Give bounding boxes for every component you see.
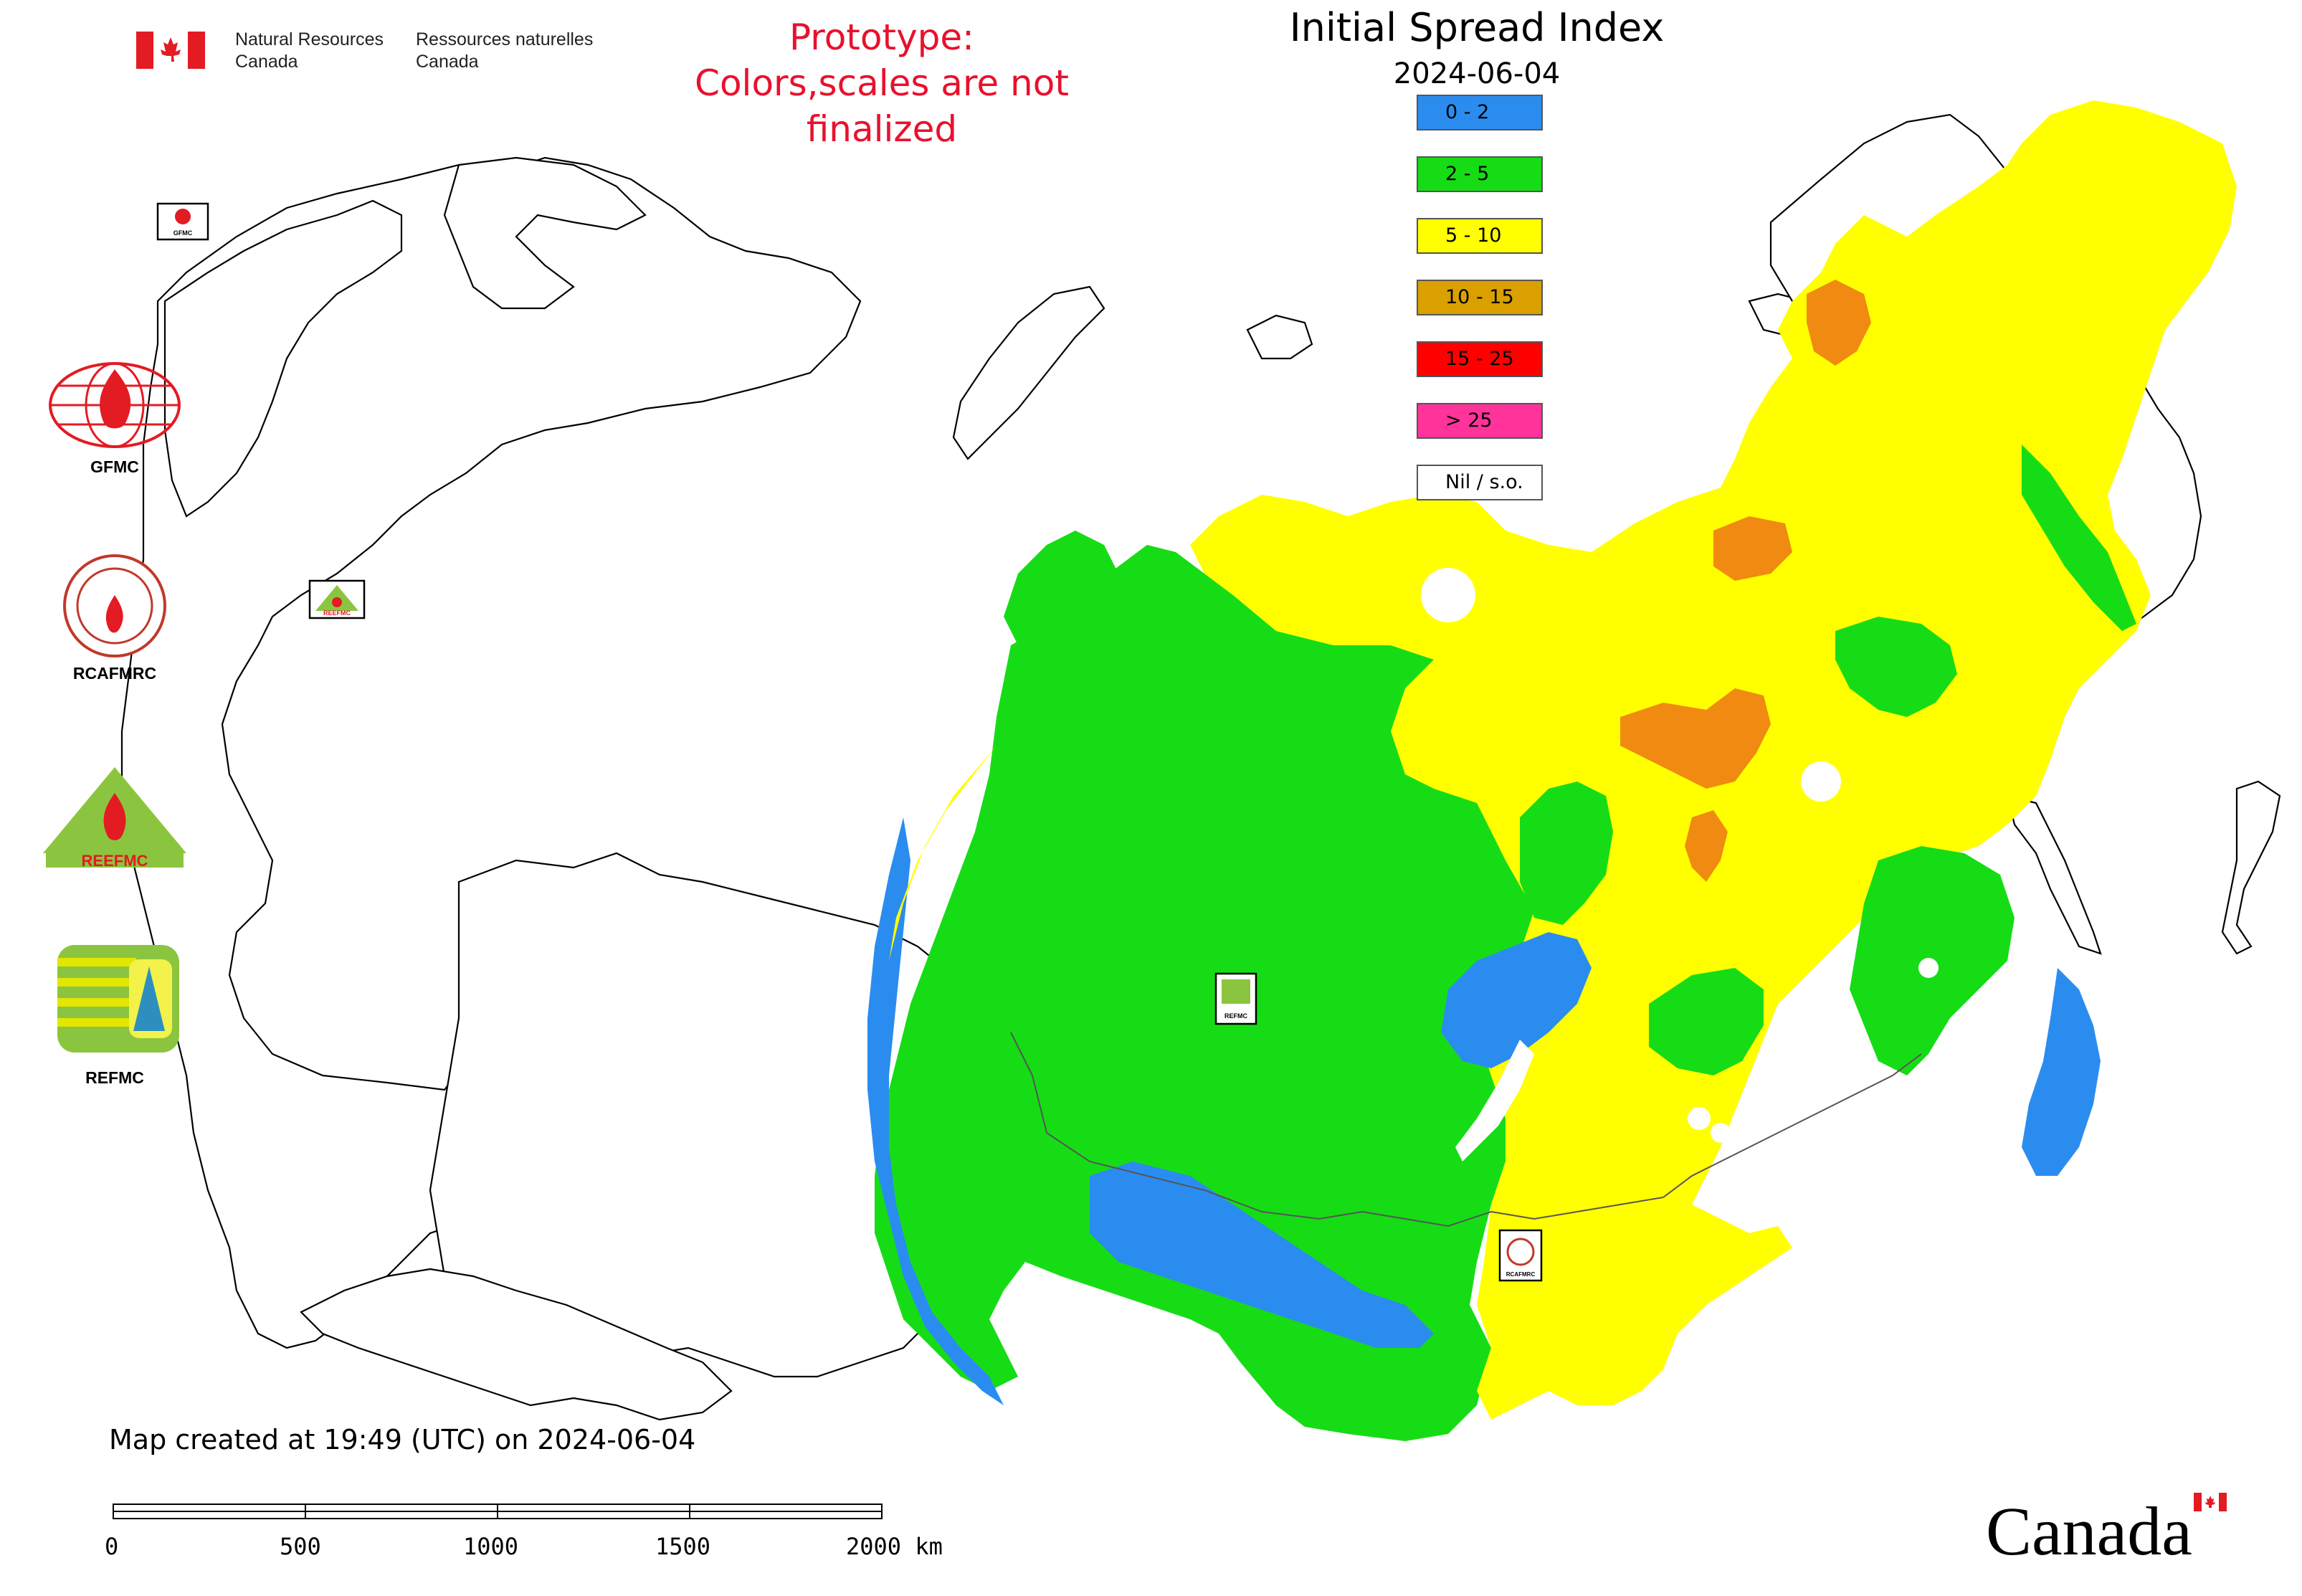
reefmc-logo-text: REEFMC — [82, 852, 148, 870]
dept-fr-line1: Ressources naturelles — [416, 29, 594, 49]
isi-zone-10-15-aldan — [1685, 810, 1728, 882]
refmc-logo: REFMC — [29, 945, 201, 1088]
department-name-en: Natural Resources Canada — [235, 29, 384, 73]
nil-hole-yakutia — [1666, 440, 1718, 492]
isi-zone-2-5-kamchatka — [2022, 445, 2136, 631]
legend-item-over-25: > 25 — [1417, 403, 1543, 439]
prototype-notice: Prototype: Colors,scales are not finaliz… — [645, 14, 1118, 152]
legend-label: 2 - 5 — [1445, 163, 1490, 185]
scandinavia-outline — [163, 199, 403, 518]
svg-text:REEFMC: REEFMC — [323, 609, 351, 617]
legend-label: > 25 — [1445, 409, 1493, 432]
europe-outline — [120, 156, 862, 1349]
rcafmrc-logo-label: RCAFMRC — [72, 664, 157, 683]
isi-zone-0-2-primorye — [2022, 968, 2101, 1176]
legend-item-10-15: 10 - 15 — [1417, 280, 1543, 315]
nil-hole-khabarovsk — [1688, 1107, 1711, 1130]
isi-zone-0-2-sayan — [1090, 1162, 1434, 1348]
reefmc-triangle-icon: REEFMC — [43, 767, 186, 870]
scale-label-2000: 2000 km — [846, 1533, 943, 1560]
alaska-fragment — [2221, 780, 2281, 955]
nil-hole-amur — [1918, 958, 1939, 978]
kola-white-sea — [443, 156, 647, 310]
canada-wordmark-flag-icon — [2194, 1493, 2227, 1511]
map-date: 2024-06-04 — [1393, 57, 1561, 90]
scale-bar-graphic — [113, 1504, 883, 1519]
scale-bar: 0 500 1000 1500 2000 km — [100, 1498, 975, 1570]
isi-zone-2-5-ne — [1835, 617, 1957, 717]
nil-hole-blago — [1711, 1123, 1731, 1143]
map-created-note: Map created at 19:49 (UTC) on 2024-06-04 — [109, 1424, 696, 1455]
nil-hole-laptev — [1421, 568, 1475, 622]
svg-text:RCAFMRC: RCAFMRC — [1506, 1271, 1536, 1278]
svg-text:REFMC: REFMC — [1224, 1012, 1247, 1020]
russia-china-border — [1663, 1053, 1922, 1198]
gfmc-logo: GFMC — [29, 358, 201, 480]
sakhalin-outline — [2006, 794, 2102, 955]
legend-label: 5 - 10 — [1445, 224, 1502, 247]
rcafmrc-seal-icon — [63, 554, 166, 657]
svg-text:GFMC: GFMC — [173, 229, 193, 237]
legend-label: Nil / s.o. — [1445, 471, 1523, 493]
isi-zone-0-2-arc — [867, 817, 1004, 1405]
gfmc-logo-label: GFMC — [90, 457, 139, 476]
canada-wordmark: Canada — [1986, 1487, 2230, 1566]
map-marker-rcafmrc: RCAFMRC — [1498, 1229, 1543, 1282]
lake-baikal — [1455, 1040, 1534, 1162]
map-marker-reefmc: REEFMC — [308, 579, 366, 619]
isi-zone-2-5-amur — [1649, 968, 1764, 1075]
isi-zone-10-15-yakutia — [1620, 688, 1771, 789]
scale-label-0: 0 — [105, 1533, 119, 1560]
legend-item-2-5: 2 - 5 — [1417, 156, 1543, 192]
legend-item-5-10: 5 - 10 — [1417, 218, 1543, 254]
government-signature: Natural Resources Canada Ressources natu… — [136, 29, 624, 79]
legend-item-15-25: 15 - 25 — [1417, 341, 1543, 377]
novaya-zemlya — [952, 285, 1105, 460]
isi-zone-0-2-baikal — [1441, 932, 1592, 1068]
isi-zone-2-5-lena — [1520, 782, 1613, 925]
nil-hole-magadan — [1801, 761, 1841, 802]
legend-label: 10 - 15 — [1445, 286, 1514, 308]
rcafmrc-logo: RCAFMRC — [29, 552, 201, 683]
legend-item-0-2: 0 - 2 — [1417, 95, 1543, 130]
canada-flag-icon — [136, 32, 205, 69]
legend-label: 0 - 2 — [1445, 101, 1490, 123]
dept-fr-line2: Canada — [416, 52, 479, 72]
isi-zone-2-5-west — [875, 545, 1534, 1441]
russia-kazakh-border — [1010, 1032, 1664, 1227]
turkmen-uzbek-outline — [300, 1268, 733, 1421]
dept-en-line2: Canada — [235, 52, 298, 72]
isi-coverage — [867, 100, 2237, 1441]
map-title: Initial Spread Index — [1289, 5, 1665, 50]
gfmc-globe-icon — [49, 362, 181, 448]
refmc-sigma-icon — [57, 945, 179, 1053]
scale-label-1500: 1500 — [655, 1533, 711, 1560]
isi-zone-2-5-yamal — [1004, 531, 1118, 645]
map-marker-gfmc: GFMC — [156, 202, 209, 241]
isi-zone-10-15-kolyma — [1713, 516, 1792, 581]
department-name-fr: Ressources naturelles Canada — [416, 29, 593, 73]
prototype-line2: Colors,scales are not finalized — [695, 62, 1069, 150]
dept-en-line1: Natural Resources — [235, 29, 384, 49]
map-marker-refmc: REFMC — [1214, 972, 1257, 1025]
reefmc-logo: REEFMC — [29, 764, 201, 879]
legend-label: 15 - 25 — [1445, 348, 1514, 370]
refmc-logo-label: REFMC — [85, 1068, 144, 1087]
prototype-line1: Prototype: — [789, 16, 975, 58]
scale-label-1000: 1000 — [463, 1533, 519, 1560]
scale-label-500: 500 — [280, 1533, 321, 1560]
canada-wordmark-text: Canada — [1986, 1493, 2192, 1569]
isi-zone-10-15-chukotka — [1807, 280, 1871, 366]
russia-borders — [1010, 1032, 1922, 1227]
legend-item-nil: Nil / s.o. — [1417, 465, 1543, 500]
severnaya-zemlya — [1246, 314, 1313, 360]
